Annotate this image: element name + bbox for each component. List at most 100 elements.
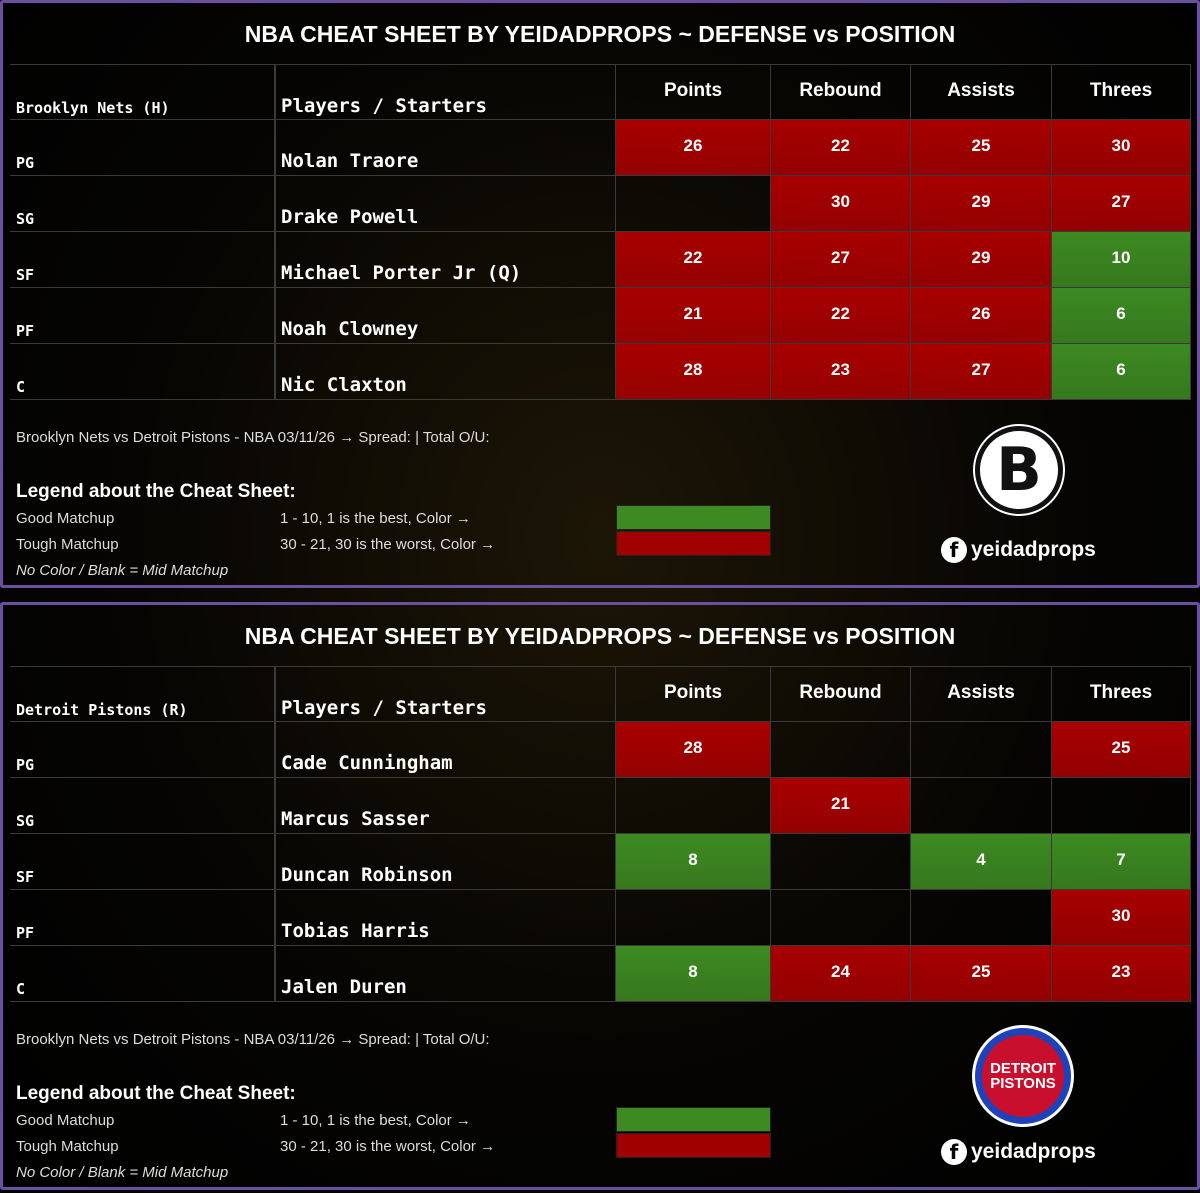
- position: SF: [10, 232, 275, 288]
- stat-cell: 29: [911, 232, 1052, 288]
- player-name: Noah Clowney: [275, 288, 616, 344]
- legend-note: No Color / Blank = Mid Matchup: [16, 1164, 229, 1181]
- stat-cell: 30: [1052, 120, 1191, 176]
- stat-cell: 24: [771, 946, 911, 1002]
- stat-cell: 4: [911, 834, 1052, 890]
- stat-cell: 22: [771, 288, 911, 344]
- stat-cell: [911, 890, 1052, 946]
- matchup: Brooklyn Nets vs Detroit Pistons - NBA 0…: [16, 1031, 490, 1048]
- logo-text: DETROIT PISTONS: [990, 1060, 1056, 1092]
- stat-cell: 25: [911, 120, 1052, 176]
- stat-cell: [771, 890, 911, 946]
- stat-header: Rebound: [771, 666, 911, 722]
- stat-cell: 25: [1052, 722, 1191, 778]
- legend-rule: 30 - 21, 30 is the worst, Color →: [280, 1138, 496, 1155]
- legend-label: Tough Matchup: [16, 1138, 119, 1155]
- stat-cell: 6: [1052, 288, 1191, 344]
- player-name: Marcus Sasser: [275, 778, 616, 834]
- position: SG: [10, 778, 275, 834]
- position: PG: [10, 722, 275, 778]
- player-name: Drake Powell: [275, 176, 616, 232]
- stat-cell: 25: [911, 946, 1052, 1002]
- legend-label: Tough Matchup: [16, 536, 119, 553]
- title: NBA CHEAT SHEET BY YEIDADPROPS ~ DEFENSE…: [244, 623, 956, 649]
- legend-swatch: [616, 1107, 771, 1132]
- legend-swatch: [616, 505, 771, 530]
- stat-cell: 26: [911, 288, 1052, 344]
- social-handle: f yeidadprops: [941, 1139, 1096, 1165]
- title: NBA CHEAT SHEET BY YEIDADPROPS ~ DEFENSE…: [244, 21, 956, 47]
- stat-cell: 28: [616, 344, 771, 400]
- stat-cell: 22: [771, 120, 911, 176]
- team-label: Brooklyn Nets (H): [10, 64, 275, 120]
- player-name: Cade Cunningham: [275, 722, 616, 778]
- stat-cell: [771, 834, 911, 890]
- position: C: [10, 344, 275, 400]
- position: PG: [10, 120, 275, 176]
- facebook-icon: f: [941, 537, 967, 563]
- stat-cell: 29: [911, 176, 1052, 232]
- stat-cell: 27: [1052, 176, 1191, 232]
- stat-cell: [911, 778, 1052, 834]
- stat-cell: 6: [1052, 344, 1191, 400]
- player-name: Michael Porter Jr (Q): [275, 232, 616, 288]
- player-name: Nolan Traore: [275, 120, 616, 176]
- stat-cell: 8: [616, 946, 771, 1002]
- panel: NBA CHEAT SHEET BY YEIDADPROPS ~ DEFENSE…: [0, 602, 1200, 1190]
- stat-header: Rebound: [771, 64, 911, 120]
- player-name: Nic Claxton: [275, 344, 616, 400]
- stat-cell: 26: [616, 120, 771, 176]
- position: SF: [10, 834, 275, 890]
- stat-cell: 21: [616, 288, 771, 344]
- stat-cell: 8: [616, 834, 771, 890]
- social-text: yeidadprops: [971, 1140, 1096, 1163]
- stat-cell: 22: [616, 232, 771, 288]
- social-handle: f yeidadprops: [941, 537, 1096, 563]
- legend-rule: 30 - 21, 30 is the worst, Color →: [280, 536, 496, 553]
- stat-cell: 27: [911, 344, 1052, 400]
- legend-note: No Color / Blank = Mid Matchup: [16, 562, 229, 579]
- player-name: Tobias Harris: [275, 890, 616, 946]
- team-logo: B: [975, 426, 1063, 514]
- stat-cell: [911, 722, 1052, 778]
- legend-label: Good Matchup: [16, 510, 115, 527]
- legend-rule: 1 - 10, 1 is the best, Color →: [280, 510, 471, 527]
- stat-cell: 30: [771, 176, 911, 232]
- legend-rule: 1 - 10, 1 is the best, Color →: [280, 1112, 471, 1129]
- position: PF: [10, 288, 275, 344]
- stat-cell: 10: [1052, 232, 1191, 288]
- player-name: Duncan Robinson: [275, 834, 616, 890]
- position: SG: [10, 176, 275, 232]
- stat-cell: 21: [771, 778, 911, 834]
- stat-cell: 23: [1052, 946, 1191, 1002]
- stat-header: Assists: [911, 64, 1052, 120]
- players-header: Players / Starters: [275, 666, 616, 722]
- position: PF: [10, 890, 275, 946]
- stat-cell: [616, 778, 771, 834]
- legend-title: Legend about the Cheat Sheet:: [16, 481, 296, 502]
- legend-swatch: [616, 1133, 771, 1158]
- player-name: Jalen Duren: [275, 946, 616, 1002]
- stat-cell: 7: [1052, 834, 1191, 890]
- stat-header: Assists: [911, 666, 1052, 722]
- facebook-glyph: f: [949, 1140, 959, 1164]
- stat-cell: 30: [1052, 890, 1191, 946]
- logo-text: B: [996, 435, 1042, 505]
- stat-cell: 27: [771, 232, 911, 288]
- stat-cell: 28: [616, 722, 771, 778]
- social-text: yeidadprops: [971, 538, 1096, 561]
- stat-header: Threes: [1052, 64, 1191, 120]
- matchup: Brooklyn Nets vs Detroit Pistons - NBA 0…: [16, 429, 490, 446]
- facebook-glyph: f: [949, 538, 959, 562]
- players-header: Players / Starters: [275, 64, 616, 120]
- stat-cell: [771, 722, 911, 778]
- panel: NBA CHEAT SHEET BY YEIDADPROPS ~ DEFENSE…: [0, 0, 1200, 588]
- legend-title: Legend about the Cheat Sheet:: [16, 1083, 296, 1104]
- stat-cell: 23: [771, 344, 911, 400]
- team-logo: DETROIT PISTONS: [975, 1028, 1071, 1124]
- stat-header: Threes: [1052, 666, 1191, 722]
- stat-cell: [1052, 778, 1191, 834]
- stat-cell: [616, 176, 771, 232]
- stat-cell: [616, 890, 771, 946]
